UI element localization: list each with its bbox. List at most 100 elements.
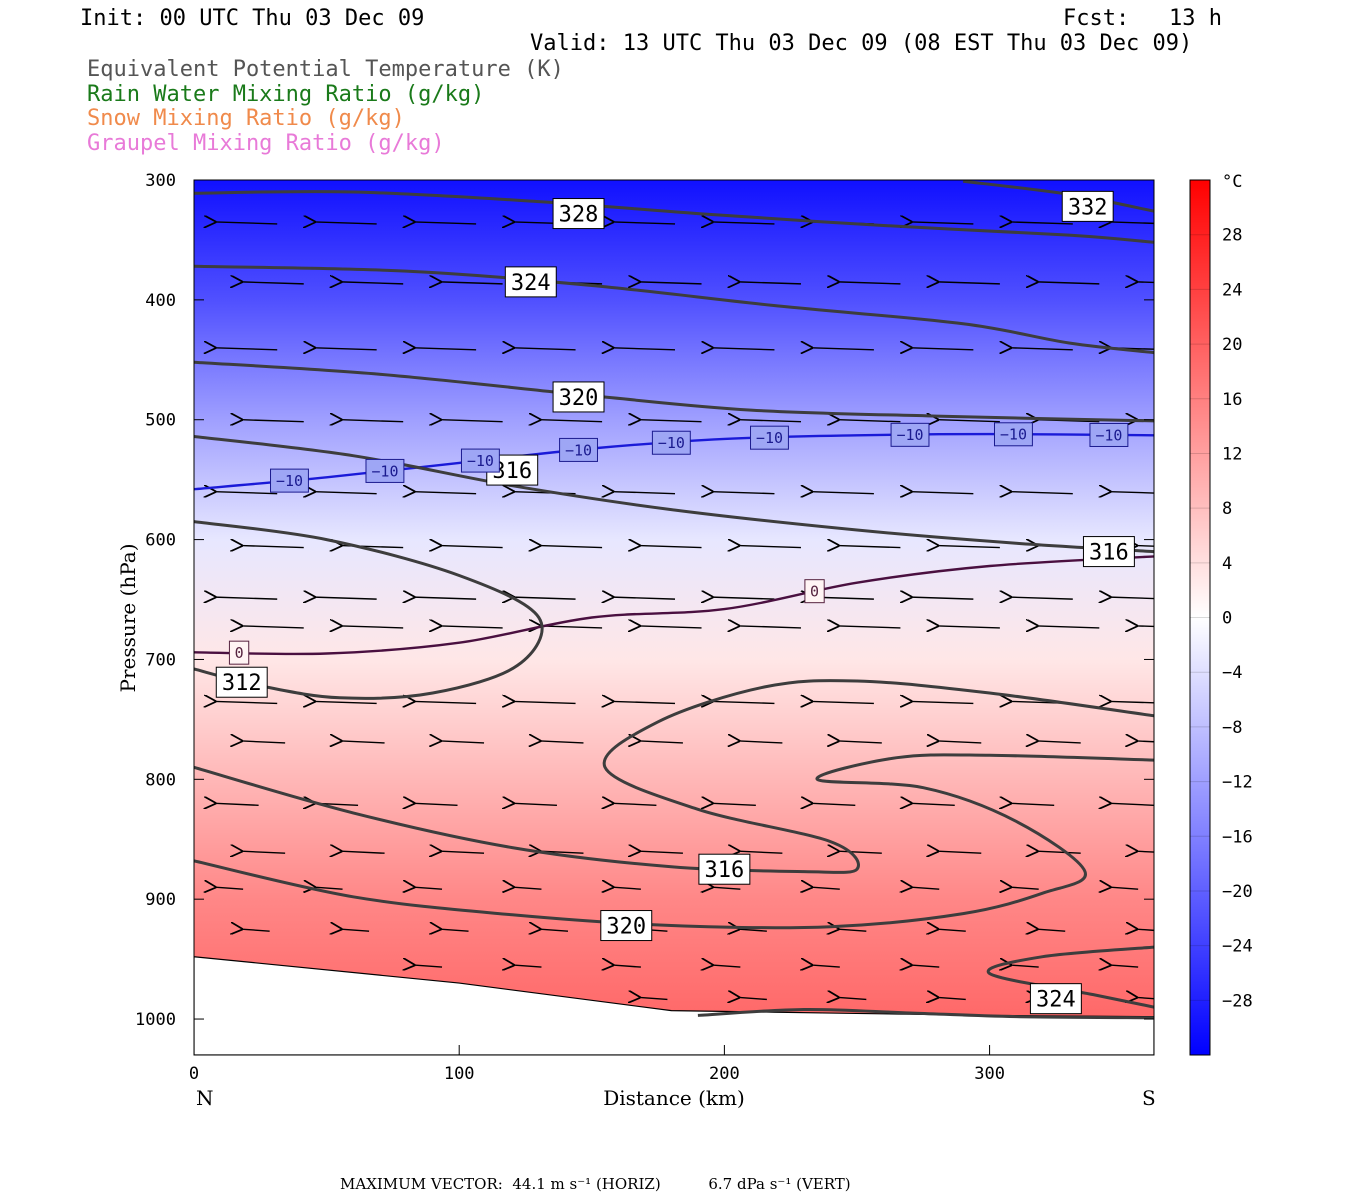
temperature-field [194,180,1154,1055]
wind-vector [441,420,503,422]
theta-e-label-box [1082,536,1135,568]
isotherm-minus10-label-box [750,425,789,450]
wind-vector [441,546,503,548]
isotherm-minus10-label: −10 [658,434,685,452]
wind-vector [938,851,982,853]
wind-vector [812,348,874,350]
y-tick-label: 400 [145,291,176,311]
wind-vector [341,929,370,931]
wind-vector [739,997,767,999]
theta-e-contour-324 [194,264,1154,355]
isotherm-minus10-label: −10 [565,441,592,459]
wind-vector [441,929,469,931]
theta-e-contour-328 [194,190,1154,244]
wind-vector [640,282,702,284]
valid-time: Valid: 13 UTC Thu 03 Dec 09 (08 EST Thu … [530,31,1193,56]
colorbar-tick-label: −12 [1222,773,1253,793]
x-tick-label: 300 [974,1064,1005,1084]
wind-vector [812,803,856,805]
wind-vector [911,965,940,967]
colorbar-scale [1189,179,1211,1056]
wind-vector [1037,741,1081,743]
theta-e-contour-ground [697,1007,1154,1020]
wind-vector [838,626,901,628]
isotherm-minus10-label-box [1089,422,1129,447]
wind-vector [613,597,676,599]
wind-vector [712,701,775,703]
wind-vector [1011,492,1073,494]
wind-vector [838,420,901,422]
wind-vector [1011,597,1073,599]
wind-vector [215,492,278,494]
theta-e-contour-324 [986,945,1154,1009]
x-end-label-south: S [1142,1086,1156,1110]
wind-vector [838,997,867,999]
wind-vector [315,222,377,224]
wind-vector [838,282,901,284]
wind-vector [838,851,882,853]
legend-title-theta-e: Equivalent Potential Temperature (K) [87,57,564,82]
max-vector-vert: 6.7 dPa s⁻¹ (VERT) [708,1175,851,1193]
isotherm-zero-label-box [228,640,250,665]
y-tick-label: 1000 [135,1010,176,1030]
wind-vector [414,348,477,350]
wind-vector [215,887,244,889]
wind-vector [938,626,1000,628]
wind-vector [242,420,304,422]
wind-vector [540,626,603,628]
wind-vector [613,701,676,703]
wind-vector [938,420,1000,422]
wind-vector [1037,929,1066,931]
isotherm-minus10-label: −10 [1000,426,1027,444]
wind-vector [215,222,278,224]
wind-vector [414,965,443,967]
wind-vector [640,997,668,999]
legend-title-graupel: Graupel Mixing Ratio (g/kg) [87,131,445,156]
wind-vector [1011,803,1055,805]
wind-vector [838,929,867,931]
wind-vector [911,492,974,494]
wind-vector [341,741,385,743]
wind-vector [514,701,576,703]
wind-vector [341,420,404,422]
wind-vector [441,626,503,628]
theta-e-label: 324 [511,271,551,296]
wind-vector [938,997,966,999]
wind-vector [215,701,278,703]
isotherm-minus10-label: −10 [1095,426,1122,444]
isotherm-minus10-label: −10 [756,429,783,447]
wind-vector [315,348,377,350]
colorbar-tick-label: 24 [1222,280,1242,300]
wind-vector [1137,741,1154,743]
isotherm-zero-line [194,555,1154,656]
wind-vector [640,741,683,743]
y-tick-label: 300 [145,171,176,191]
wind-vector [1110,701,1154,703]
plot-area [194,180,1154,1055]
wind-vector [414,492,477,494]
wind-vector [613,348,676,350]
wind-vector [1137,997,1154,999]
wind-vector [315,701,377,703]
colorbar-tick-label: −8 [1222,718,1242,738]
isotherm-minus10-label-box [460,448,500,473]
wind-vector [242,626,304,628]
wind-vector [1137,546,1154,548]
wind-vector [911,222,974,224]
wind-vector [739,420,801,422]
wind-vector [938,741,982,743]
theta-e-label-box [552,198,605,230]
wind-vector [540,741,584,743]
max-vector-label: MAXIMUM VECTOR: [340,1175,503,1193]
colorbar-tick-label: 28 [1222,226,1242,246]
init-time: Init: 00 UTC Thu 03 Dec 09 [80,6,425,31]
wind-vector [838,741,882,743]
wind-vector [242,546,304,548]
wind-vector [640,626,702,628]
wind-vector [1110,887,1139,889]
theta-e-label: 324 [1036,988,1076,1013]
isotherm-zero-label: 0 [235,644,244,662]
wind-vector [640,420,702,422]
wind-vector [1011,348,1073,350]
